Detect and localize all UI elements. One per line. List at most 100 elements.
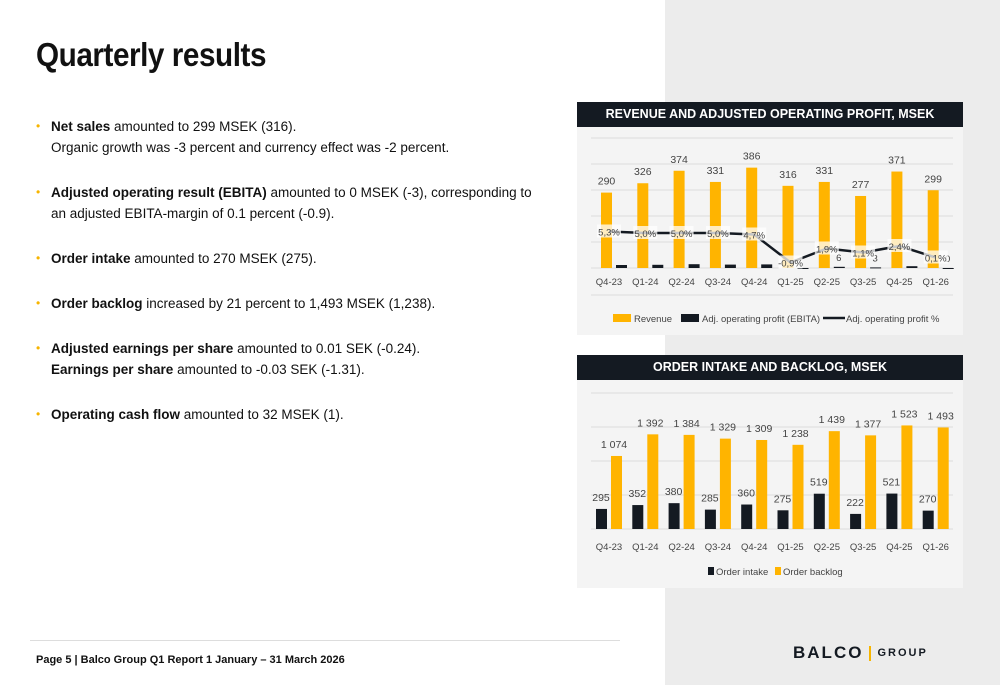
legend-swatch-revenue (613, 314, 631, 322)
revenue-label: 371 (888, 155, 906, 167)
ebita-label: 3 (872, 253, 877, 264)
ebita-bar (870, 267, 882, 269)
x-tick-label: Q3-24 (705, 277, 731, 288)
order-intake-label: 270 (919, 494, 937, 506)
order-intake-label: 285 (701, 493, 719, 505)
revenue-label: 299 (924, 173, 942, 185)
bullet-list: Net sales amounted to 299 MSEK (316).Org… (36, 116, 536, 449)
order-backlog-label: 1 074 (601, 439, 627, 451)
margin-label: 2,4% (889, 242, 911, 253)
revenue-bar (818, 181, 830, 268)
margin-label: 4,7% (743, 231, 765, 242)
order-intake-label: 360 (737, 488, 755, 500)
margin-label-bg (669, 226, 694, 239)
revenue-bar (637, 183, 649, 268)
revenue-bar (927, 190, 939, 268)
margin-label: 0,1% (925, 254, 947, 265)
order-backlog-bar (901, 425, 913, 529)
x-tick-label: Q2-25 (814, 277, 840, 288)
order-intake-bar (704, 509, 716, 529)
revenue-bar (673, 170, 685, 268)
order-intake-bar (850, 513, 862, 529)
footer-divider (30, 640, 620, 641)
order-intake-bar (813, 493, 825, 529)
order-chart-svg: 295 1 074 Q4-23 352 1 392 Q1-24 380 1 384 Q2-24 2… (591, 392, 954, 578)
order-backlog-label: 1 309 (746, 423, 772, 435)
revenue-bar (782, 185, 794, 268)
revenue-label: 277 (852, 179, 870, 191)
footer-text: Page 5 | Balco Group Q1 Report 1 January… (36, 654, 345, 666)
x-tick-label: Q2-24 (668, 277, 694, 288)
x-tick-label: Q3-25 (850, 277, 876, 288)
bullet-item: Operating cash flow amounted to 32 MSEK … (36, 404, 536, 425)
legend-swatch-order-backlog (775, 567, 781, 575)
order-backlog-label: 1 384 (673, 418, 699, 430)
ebita-bar (616, 265, 627, 268)
revenue-label: 331 (816, 165, 834, 177)
order-intake-label: 275 (774, 493, 792, 505)
legend-label-margin: Adj. operating profit % (846, 314, 940, 325)
margin-label-bg (742, 227, 767, 241)
margin-label-bg (851, 245, 876, 259)
order-backlog-bar (792, 444, 804, 529)
margin-label-bg (887, 239, 912, 252)
order-intake-label: 295 (592, 492, 610, 504)
order-intake-bar (777, 510, 789, 529)
x-tick-label: Q4-23 (596, 542, 622, 553)
order-intake-label: 222 (846, 497, 864, 509)
margin-label: 1,9% (816, 245, 838, 256)
ebita-bar (942, 268, 954, 269)
ebita-bar (688, 264, 700, 268)
order-backlog-label: 1 493 (928, 410, 954, 422)
order-intake-label: 380 (665, 486, 683, 498)
legend-label-order-backlog: Order backlog (783, 567, 843, 578)
order-backlog-label: 1 439 (819, 414, 845, 426)
x-tick-label: Q1-25 (777, 277, 803, 288)
margin-label-bg (705, 226, 730, 239)
ebita-bar (906, 266, 918, 268)
revenue-label: 386 (743, 151, 761, 163)
order-backlog-label: 1 238 (782, 428, 808, 440)
x-tick-label: Q2-24 (668, 542, 694, 553)
order-intake-bar (668, 503, 680, 529)
x-tick-label: Q1-25 (777, 542, 803, 553)
margin-label: 5,0% (707, 229, 729, 240)
order-chart: ORDER INTAKE AND BACKLOG, MSEK 295 1 074 Q… (577, 355, 963, 588)
legend-label-order-intake: Order intake (716, 567, 768, 578)
order-backlog-bar (756, 439, 768, 529)
x-tick-label: Q4-25 (886, 277, 912, 288)
revenue-label: 331 (707, 165, 725, 177)
margin-label: -0,9% (778, 259, 803, 270)
x-tick-label: Q2-25 (814, 542, 840, 553)
margin-line (608, 230, 937, 264)
order-backlog-bar (719, 438, 731, 529)
legend-label-ebita: Adj. operating profit (EBITA) (702, 314, 820, 325)
margin-label-bg (923, 250, 948, 264)
chart-title: REVENUE AND ADJUSTED OPERATING PROFIT, M… (577, 102, 963, 127)
revenue-bar (891, 171, 903, 268)
ebita-bar (724, 264, 736, 268)
order-backlog-bar (683, 434, 695, 529)
order-backlog-bar (647, 434, 659, 529)
revenue-label: 374 (670, 154, 688, 166)
order-backlog-label: 1 392 (637, 417, 663, 429)
ebita-bar (797, 268, 809, 269)
order-backlog-label: 1 377 (855, 418, 881, 430)
x-tick-label: Q4-23 (596, 277, 622, 288)
revenue-bar (709, 181, 721, 268)
order-intake-bar (741, 504, 753, 529)
revenue-label: 316 (779, 169, 797, 181)
order-backlog-bar (828, 431, 840, 529)
order-intake-label: 352 (629, 488, 647, 500)
bullet-item: Net sales amounted to 299 MSEK (316).Org… (36, 116, 536, 158)
margin-label-bg (633, 226, 658, 239)
order-intake-label: 519 (810, 477, 828, 489)
x-tick-label: Q4-25 (886, 542, 912, 553)
legend-swatch-order-intake (708, 567, 714, 575)
legend-swatch-ebita (681, 314, 699, 322)
balco-logo: BALCO GROUP (793, 643, 928, 662)
revenue-chart: REVENUE AND ADJUSTED OPERATING PROFIT, M… (577, 102, 963, 335)
margin-label-bg (814, 241, 839, 255)
order-intake-bar (632, 505, 644, 529)
revenue-label: 326 (634, 166, 652, 178)
